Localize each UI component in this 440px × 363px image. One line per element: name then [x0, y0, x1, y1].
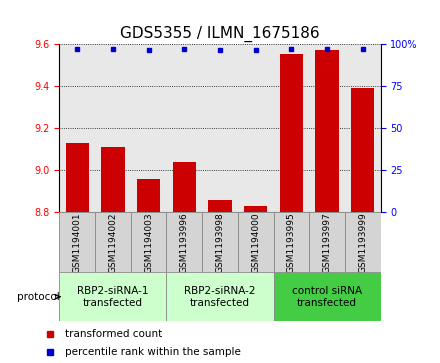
Bar — [173, 162, 196, 212]
FancyBboxPatch shape — [345, 212, 381, 272]
Text: GSM1194000: GSM1194000 — [251, 212, 260, 273]
FancyBboxPatch shape — [309, 212, 345, 272]
Bar — [137, 179, 160, 212]
FancyBboxPatch shape — [166, 272, 274, 321]
Text: GSM1194002: GSM1194002 — [108, 212, 117, 273]
Text: GSM1194003: GSM1194003 — [144, 212, 153, 273]
FancyBboxPatch shape — [131, 212, 166, 272]
Text: RBP2-siRNA-1
transfected: RBP2-siRNA-1 transfected — [77, 286, 149, 307]
Text: transformed count: transformed count — [65, 329, 162, 339]
Text: percentile rank within the sample: percentile rank within the sample — [65, 347, 241, 357]
Text: GSM1193999: GSM1193999 — [358, 212, 367, 273]
FancyBboxPatch shape — [274, 212, 309, 272]
Title: GDS5355 / ILMN_1675186: GDS5355 / ILMN_1675186 — [120, 26, 320, 42]
FancyBboxPatch shape — [238, 212, 274, 272]
Bar — [66, 143, 89, 212]
Text: RBP2-siRNA-2
transfected: RBP2-siRNA-2 transfected — [184, 286, 256, 307]
FancyBboxPatch shape — [95, 212, 131, 272]
Text: GSM1193997: GSM1193997 — [323, 212, 332, 273]
Text: protocol: protocol — [17, 292, 59, 302]
FancyBboxPatch shape — [202, 212, 238, 272]
FancyBboxPatch shape — [166, 212, 202, 272]
FancyBboxPatch shape — [59, 272, 166, 321]
Text: GSM1193996: GSM1193996 — [180, 212, 189, 273]
Bar — [315, 50, 339, 212]
Bar — [101, 147, 125, 212]
Text: control siRNA
transfected: control siRNA transfected — [292, 286, 362, 307]
Text: GSM1194001: GSM1194001 — [73, 212, 82, 273]
FancyBboxPatch shape — [59, 212, 95, 272]
Bar — [244, 206, 267, 212]
Bar — [280, 54, 303, 212]
Bar — [209, 200, 231, 212]
FancyBboxPatch shape — [274, 272, 381, 321]
Bar — [351, 88, 374, 212]
Text: GSM1193998: GSM1193998 — [216, 212, 224, 273]
Text: GSM1193995: GSM1193995 — [287, 212, 296, 273]
